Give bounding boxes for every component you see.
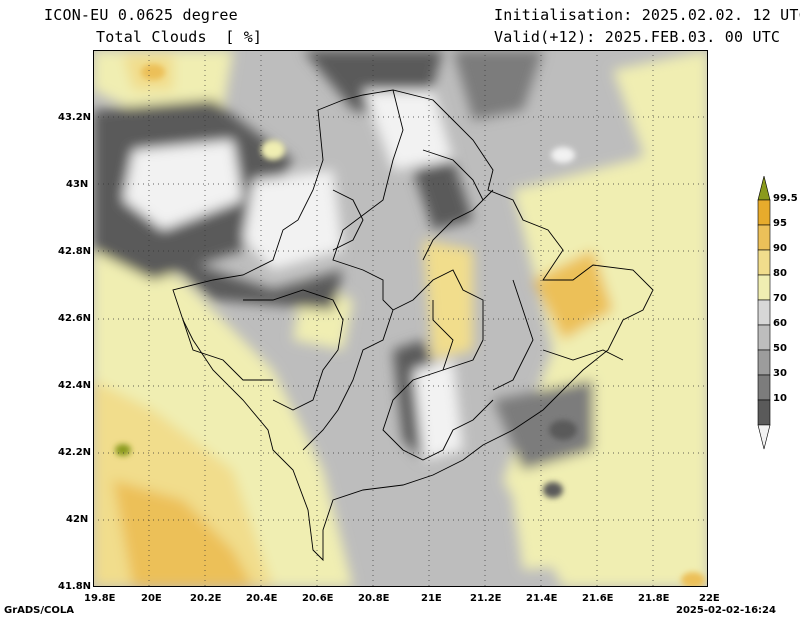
lon-label: 22E (699, 593, 720, 604)
init-time: Initialisation: 2025.02.02. 12 UTC (494, 6, 800, 24)
lon-label: 19.8E (84, 593, 116, 604)
colorbar-box (757, 199, 771, 226)
lon-label: 21.2E (470, 593, 502, 604)
lat-label: 42N (66, 514, 89, 525)
colorbar-bottom-triangle (757, 424, 771, 450)
lon-label: 21E (421, 593, 442, 604)
lat-label: 41.8N (58, 581, 92, 592)
colorbar-level-label: 80 (773, 268, 787, 279)
lon-label: 20.4E (246, 593, 278, 604)
colorbar-box (757, 399, 771, 426)
lon-label: 20.6E (302, 593, 334, 604)
lat-label: 43N (66, 179, 89, 190)
lat-label: 43.2N (58, 112, 92, 123)
colorbar-level-label: 10 (773, 393, 787, 404)
lon-label: 21.4E (526, 593, 558, 604)
lat-label: 42.8N (58, 246, 92, 257)
colorbar-level-label: 50 (773, 343, 787, 354)
cloud-map (93, 50, 708, 587)
colorbar (757, 176, 771, 450)
colorbar-level-label: 60 (773, 318, 787, 329)
border-lines (172, 89, 654, 562)
colorbar-box (757, 324, 771, 351)
colorbar-box (757, 274, 771, 301)
map-border (93, 50, 708, 587)
valid-time: Valid(+12): 2025.FEB.03. 00 UTC (494, 28, 781, 46)
lon-label: 21.6E (582, 593, 614, 604)
colorbar-level-label: 95 (773, 218, 787, 229)
lon-label: 20.8E (358, 593, 390, 604)
model-title: ICON-EU 0.0625 degree (44, 6, 238, 24)
colorbar-box (757, 224, 771, 251)
lat-label: 42.6N (58, 313, 92, 324)
lon-label: 21.8E (638, 593, 670, 604)
lon-label: 20.2E (190, 593, 222, 604)
colorbar-box (757, 349, 771, 376)
lat-label: 42.2N (58, 447, 92, 458)
lon-label: 20E (141, 593, 162, 604)
colorbar-box (757, 374, 771, 401)
lat-label: 42.4N (58, 380, 92, 391)
colorbar-top-triangle (757, 176, 771, 201)
colorbar-box (757, 249, 771, 276)
colorbar-level-label: 99.5 (773, 193, 798, 204)
colorbar-level-label: 90 (773, 243, 787, 254)
colorbar-box (757, 299, 771, 326)
colorbar-level-label: 30 (773, 368, 787, 379)
variable-title: Total Clouds [ %] (96, 28, 263, 46)
colorbar-level-label: 70 (773, 293, 787, 304)
cloud-field (93, 50, 708, 587)
timestamp: 2025-02-02-16:24 (676, 605, 776, 616)
grads-credit: GrADS/COLA (4, 605, 74, 616)
